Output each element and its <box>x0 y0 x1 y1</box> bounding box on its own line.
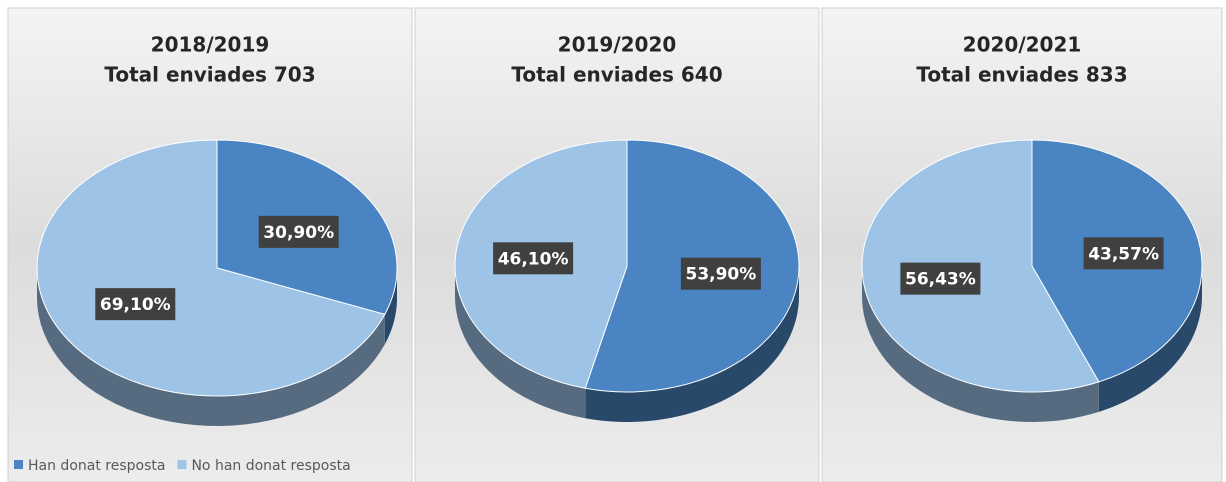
data-label: 69,10% <box>100 295 171 315</box>
chart-subtitle: Total enviades 703 <box>104 63 315 87</box>
data-label-box <box>900 262 981 295</box>
data-label-group: 30,90% <box>258 215 339 248</box>
data-label-group: 56,43% <box>900 262 981 295</box>
slice <box>36 139 386 397</box>
data-label-box <box>258 215 339 248</box>
data-label-group: 46,10% <box>493 242 574 275</box>
slice-side <box>37 268 385 426</box>
chart-subtitle: Total enviades 833 <box>916 63 1127 87</box>
chart-title: 2019/2020 <box>558 33 677 57</box>
slice-side <box>585 266 799 422</box>
data-label-group: 69,10% <box>95 288 176 321</box>
data-label-group: 43,57% <box>1083 237 1164 270</box>
data-label-box <box>1083 237 1164 270</box>
slice-side <box>862 266 1099 422</box>
data-label-box <box>680 257 761 290</box>
legend-label: Han donat resposta <box>28 458 165 474</box>
data-label-box <box>493 242 574 275</box>
data-label: 43,57% <box>1088 244 1159 264</box>
legend-label: No han donat resposta <box>191 458 350 474</box>
data-label: 30,90% <box>263 223 334 243</box>
legend-swatch <box>177 460 187 469</box>
data-label-group: 53,90% <box>680 257 761 290</box>
data-label: 46,10% <box>498 249 569 269</box>
chart-title: 2020/2021 <box>963 33 1082 57</box>
slice-side <box>384 268 397 345</box>
data-label: 53,90% <box>685 265 756 285</box>
data-label: 56,43% <box>905 270 976 290</box>
data-label-box <box>95 288 176 321</box>
slice-side <box>1098 266 1202 412</box>
legend-swatch <box>14 460 23 469</box>
chart-subtitle: Total enviades 640 <box>511 63 722 87</box>
slice <box>861 139 1100 393</box>
chart-title: 2018/2019 <box>151 33 270 57</box>
